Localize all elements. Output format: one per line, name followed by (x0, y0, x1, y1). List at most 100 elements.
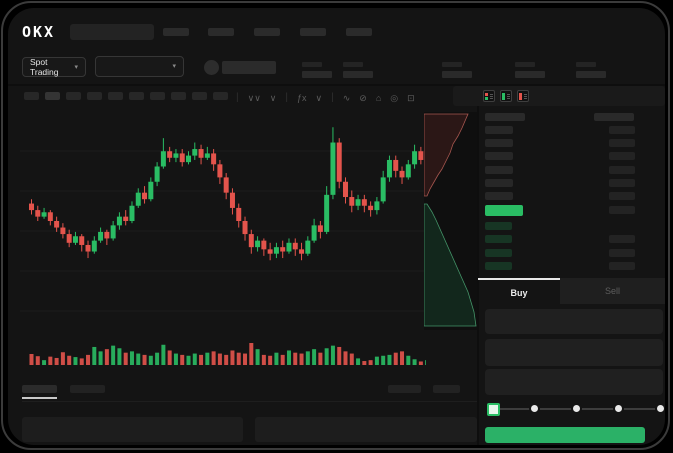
line-draw-icon[interactable]: ∿ (342, 92, 351, 103)
volume-bar (274, 352, 279, 365)
ob-ask-row-size-placeholder[interactable] (609, 178, 635, 187)
candle-up (72, 236, 78, 243)
volume-bar (312, 349, 317, 365)
timeframe-button-placeholder[interactable] (45, 92, 60, 100)
ob-ask-row-price-placeholder[interactable] (485, 152, 513, 161)
book-split-view-icon[interactable] (483, 90, 495, 102)
ob-ask-row-size-placeholder[interactable] (609, 139, 635, 148)
timeframe-button-placeholder[interactable] (87, 92, 102, 100)
volume-bar (362, 361, 367, 365)
nav-item-placeholder[interactable] (254, 28, 280, 36)
coin-avatar (204, 60, 219, 75)
candle-up (135, 192, 141, 206)
indicators-icon[interactable]: ƒx (297, 92, 307, 103)
candle-down (292, 242, 298, 250)
volume-bar (349, 353, 354, 365)
timeframe-button-placeholder[interactable] (66, 92, 81, 100)
candle-down (47, 212, 53, 221)
book-bids-view-icon[interactable] (500, 90, 512, 102)
timeframe-button-placeholder[interactable] (24, 92, 39, 100)
nav-item-placeholder[interactable] (300, 28, 326, 36)
ob-row-size-placeholder[interactable] (609, 206, 635, 214)
ob-ask-row-size-placeholder[interactable] (609, 165, 635, 174)
ob-bid-row-price-placeholder[interactable] (485, 262, 512, 271)
candle-down (267, 249, 273, 254)
price-input[interactable] (485, 309, 663, 334)
bottom-tab-placeholder[interactable] (70, 385, 105, 393)
slider-handle[interactable] (487, 403, 500, 416)
bottom-right-control-placeholder[interactable] (433, 385, 460, 393)
ob-ask-row-size-placeholder[interactable] (609, 192, 635, 200)
fullscreen-icon[interactable]: ⊡ (407, 92, 415, 103)
ob-ask-row-size-placeholder[interactable] (609, 152, 635, 161)
volume-bar (280, 354, 285, 365)
candlestick-chart-canvas[interactable] (20, 108, 426, 370)
ob-ask-row-price-placeholder[interactable] (485, 165, 513, 174)
ob-bid-row-size-placeholder[interactable] (609, 248, 635, 257)
bottom-panel-placeholder (22, 417, 243, 442)
indicator-menu-icon[interactable]: ∨ (315, 92, 323, 103)
timeframe-button-placeholder[interactable] (192, 92, 207, 100)
book-asks-view-icon[interactable] (517, 90, 529, 102)
nav-item-placeholder[interactable] (346, 28, 372, 36)
volume-bar (381, 355, 386, 365)
slider-stop-dot[interactable] (531, 405, 538, 412)
candle-down (66, 234, 72, 243)
candle-down (229, 192, 235, 208)
amount-input[interactable] (485, 339, 663, 366)
pair-selector-dropdown[interactable]: ▾ (95, 56, 184, 77)
candle-down (167, 151, 173, 158)
bottom-right-control-placeholder[interactable] (388, 385, 421, 393)
depth-chart[interactable] (424, 112, 478, 330)
candle-down (223, 177, 229, 193)
timeframe-button-placeholder[interactable] (129, 92, 144, 100)
screenshot-icon[interactable]: ⌂ (375, 92, 382, 103)
ob-bid-row-price-placeholder[interactable] (485, 235, 512, 244)
slider-stop-dot[interactable] (657, 405, 664, 412)
volume-bar (123, 352, 128, 365)
candle-up (305, 240, 311, 254)
ob-ask-row-price-placeholder[interactable] (485, 192, 513, 200)
timeframe-button-placeholder[interactable] (108, 92, 123, 100)
ob-ask-row-price-placeholder[interactable] (485, 178, 513, 187)
tab-buy[interactable]: Buy (478, 278, 560, 306)
candle-up (91, 240, 97, 252)
chart-style-icon[interactable]: ∨ (269, 92, 277, 103)
timeframe-button-placeholder[interactable] (171, 92, 186, 100)
stat-value-placeholder (515, 71, 545, 78)
slider-stop-dot[interactable] (615, 405, 622, 412)
okx-logo[interactable]: OKX (22, 23, 56, 41)
candle-up (311, 225, 317, 241)
candle-up (160, 151, 166, 167)
pair-name-placeholder (222, 61, 276, 74)
nav-item-placeholder[interactable] (208, 28, 234, 36)
ob-bid-row-size-placeholder[interactable] (609, 262, 635, 271)
timeframe-button-placeholder[interactable] (213, 92, 228, 100)
ob-ask-row-price-placeholder[interactable] (485, 139, 513, 148)
slider-stop-dot[interactable] (573, 405, 580, 412)
total-input[interactable] (485, 369, 663, 395)
ob-bid-row-price-placeholder[interactable] (485, 222, 512, 230)
ob-last-price-highlight[interactable] (485, 205, 523, 216)
volume-bar (117, 348, 122, 365)
measure-icon[interactable]: ⊘ (359, 92, 367, 103)
candle-up (41, 212, 47, 217)
chart-settings-icon[interactable]: ◎ (390, 92, 399, 103)
market-type-dropdown[interactable]: Spot Trading ▾ (22, 57, 86, 77)
volume-bar (136, 353, 141, 365)
nav-item-placeholder[interactable] (163, 28, 189, 36)
candle-up (129, 205, 135, 221)
bottom-tab-active-placeholder[interactable] (22, 385, 57, 393)
ob-ask-row-size-placeholder[interactable] (609, 126, 635, 134)
buy-submit-button[interactable] (485, 427, 645, 443)
volume-bar (205, 352, 210, 365)
ob-bid-row-price-placeholder[interactable] (485, 248, 512, 257)
volume-bar (236, 352, 241, 365)
tab-sell[interactable]: Sell (560, 278, 665, 304)
ob-ask-row-price-placeholder[interactable] (485, 126, 513, 134)
chart-type-icon[interactable]: ∨∨ (247, 92, 261, 103)
ob-bid-row-size-placeholder[interactable] (609, 235, 635, 244)
candle-up (286, 242, 292, 252)
timeframe-button-placeholder[interactable] (150, 92, 165, 100)
header-search-placeholder[interactable] (70, 24, 154, 40)
